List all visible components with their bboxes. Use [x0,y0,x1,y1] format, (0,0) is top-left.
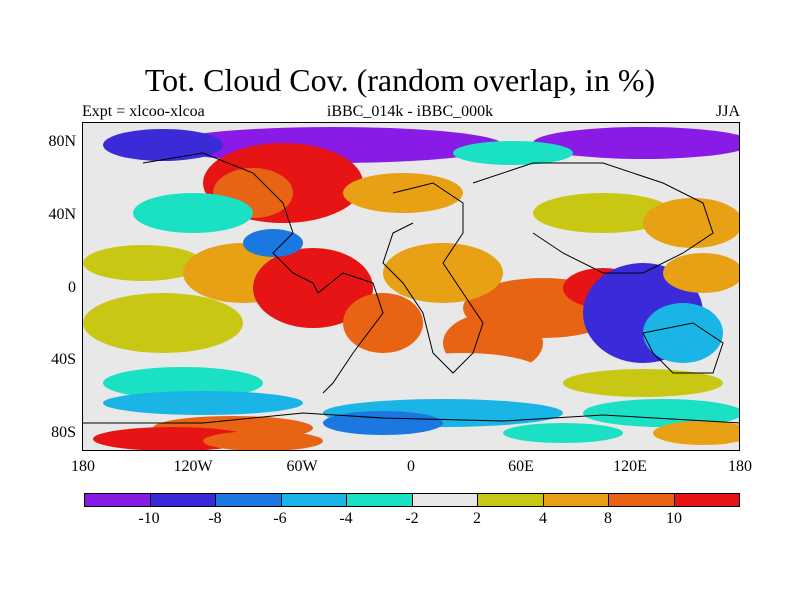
colorbar-segment [674,494,739,506]
colorbar-label: 2 [473,510,481,527]
lat-tick-label: 0 [68,279,76,296]
colorbar-label: 10 [666,510,682,527]
anomaly-patch [563,369,723,397]
anomaly-patch [343,173,463,213]
anomaly-patch [653,421,739,445]
colorbar [84,493,740,507]
colorbar-segment [609,494,675,506]
anomaly-patch [103,391,303,415]
lon-tick-label: 60E [508,458,534,475]
coastline [142,152,319,294]
anomaly-patch [343,293,423,353]
comparison-label: iBBC_014k - iBBC_000k [326,103,494,120]
anomaly-patch [453,141,573,165]
anomaly-patch [203,431,323,450]
colorbar-label: -4 [339,510,353,527]
anomaly-patch [533,127,739,159]
colorbar-segment [216,494,282,506]
colorbar-segment [478,494,544,506]
lat-tick-label: 80S [51,424,76,441]
anomaly-patch [503,423,623,443]
colorbar-label: -8 [208,510,222,527]
lon-tick-label: 120E [613,458,647,475]
anomaly-patch [83,245,203,281]
colorbar-label: -2 [405,510,419,527]
colorbar-segment [85,494,151,506]
anomaly-patch [133,193,253,233]
colorbar-label: 4 [539,510,547,527]
colorbar-label: -10 [138,510,160,527]
colorbar-segment [150,494,216,506]
experiment-label: Expt = xlcoo-xlcoa [82,103,205,120]
lon-tick-label: 0 [407,458,415,475]
anomaly-patch [323,411,443,435]
season-label: JJA [715,103,740,120]
coastline [317,272,384,394]
anomaly-patch [103,129,223,161]
coastline [83,412,739,424]
map-field [83,127,739,450]
coastline [642,322,724,374]
anomaly-patch [383,353,543,393]
colorbar-label: 8 [604,510,612,527]
map-panel [82,122,740,451]
anomaly-patch [243,229,303,257]
anomaly-patch [83,293,243,353]
anomaly-patch [533,193,673,233]
anomaly-patch [663,253,739,293]
anomaly-patch [103,367,263,399]
anomaly-patch [253,248,373,328]
colorbar-segment [543,494,609,506]
colorbar-segment [347,494,413,506]
lat-tick-label: 80N [48,133,76,150]
lat-tick-label: 40N [48,206,76,223]
colorbar-segment [412,494,478,506]
anomaly-patch [583,399,739,427]
coastline [472,162,714,274]
anomaly-patch [383,243,503,303]
chart-title: Tot. Cloud Cov. (random overlap, in %) [144,62,656,98]
lon-tick-label: 180 [728,458,752,475]
lon-tick-label: 180 [71,458,95,475]
lon-tick-label: 60W [286,458,318,475]
lon-tick-label: 120W [173,458,213,475]
colorbar-segment [281,494,347,506]
anomaly-patch [643,303,723,363]
colorbar-label: -6 [273,510,287,527]
lat-tick-label: 40S [51,351,76,368]
anomaly-patch [643,198,739,248]
coastline [382,182,484,374]
